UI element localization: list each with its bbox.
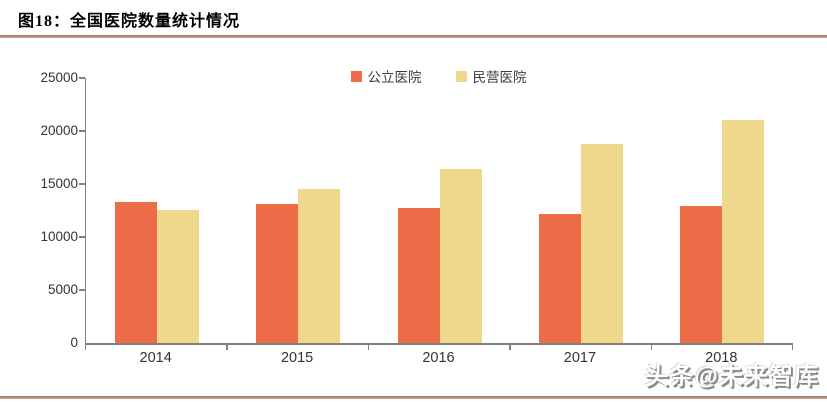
y-axis-tick-label: 20000 bbox=[40, 123, 78, 138]
chart-legend: 公立医院 民营医院 bbox=[85, 67, 792, 85]
figure-title: 图18：全国医院数量统计情况 bbox=[18, 13, 241, 30]
bar-public-hospital bbox=[114, 202, 157, 343]
y-axis-tick-label: 10000 bbox=[40, 229, 78, 244]
x-axis-label: 2014 bbox=[139, 350, 172, 366]
x-axis-tick bbox=[650, 345, 652, 350]
bar-private-hospital bbox=[298, 189, 341, 343]
legend-item-public-hospital: 公立医院 bbox=[350, 66, 422, 86]
x-axis-tick bbox=[792, 345, 794, 350]
x-axis-tick bbox=[509, 345, 511, 350]
bar-public-hospital bbox=[256, 204, 299, 343]
title-underline bbox=[0, 35, 827, 38]
x-axis-label: 2018 bbox=[705, 350, 738, 366]
bar-private-hospital bbox=[722, 120, 765, 343]
y-axis-tick bbox=[79, 236, 85, 238]
bar-public-hospital bbox=[538, 213, 581, 343]
x-axis-label: 2016 bbox=[422, 350, 455, 366]
bar-public-hospital bbox=[680, 206, 723, 343]
legend-swatch bbox=[455, 70, 467, 82]
legend-item-private-hospital: 民营医院 bbox=[455, 66, 527, 86]
y-axis-tick-label: 0 bbox=[70, 335, 78, 350]
bar-chart-plot-area bbox=[85, 78, 793, 345]
bar-private-hospital bbox=[439, 169, 482, 343]
legend-label: 公立医院 bbox=[367, 70, 422, 85]
y-axis-tick bbox=[79, 183, 85, 185]
y-axis-tick bbox=[79, 77, 85, 79]
y-axis-tick-label: 25000 bbox=[40, 70, 78, 85]
x-axis-tick bbox=[367, 345, 370, 350]
bar-public-hospital bbox=[397, 208, 440, 343]
y-axis-tick-label: 5000 bbox=[47, 282, 78, 297]
y-axis-tick-label: 15000 bbox=[40, 176, 78, 191]
watermark: 头条@未来智库 bbox=[644, 363, 819, 390]
y-axis-tick bbox=[79, 130, 85, 132]
y-axis-tick bbox=[79, 289, 85, 291]
x-axis-label: 2017 bbox=[563, 350, 597, 366]
x-axis-tick bbox=[85, 345, 87, 350]
bar-private-hospital bbox=[580, 143, 623, 343]
legend-swatch bbox=[350, 70, 362, 82]
bar-private-hospital bbox=[156, 209, 199, 343]
x-axis-tick bbox=[226, 345, 228, 350]
legend-label: 民营医院 bbox=[472, 70, 527, 85]
x-axis-label: 2015 bbox=[280, 350, 314, 366]
bottom-rule bbox=[0, 396, 827, 399]
